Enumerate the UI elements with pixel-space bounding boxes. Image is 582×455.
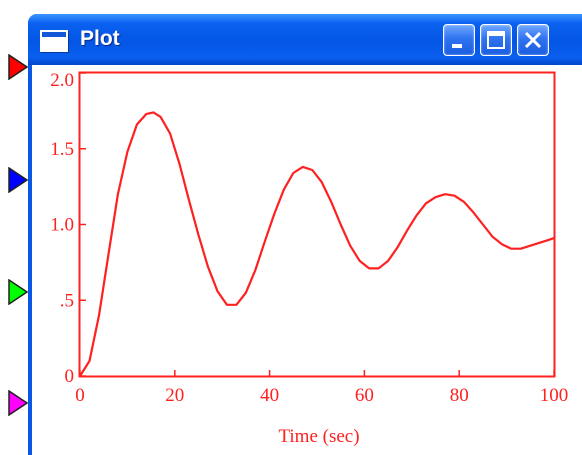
y-tick-label: .5: [60, 290, 74, 311]
y-tick-label: 1.0: [50, 215, 74, 236]
minimize-button[interactable]: [443, 24, 475, 56]
input-port-3-icon[interactable]: [8, 279, 28, 305]
close-button[interactable]: [517, 24, 549, 56]
x-tick-label: 100: [540, 385, 569, 406]
y-axis: 0 .5 1.0 1.5 2.0: [50, 70, 86, 387]
window-titlebar[interactable]: Plot: [28, 14, 582, 65]
maximize-icon: [487, 31, 505, 49]
x-tick-label: 0: [75, 385, 85, 406]
x-tick-label: 40: [260, 385, 279, 406]
y-tick-label: 1.5: [50, 139, 74, 160]
input-port-2-icon[interactable]: [8, 167, 28, 193]
close-icon: [524, 31, 542, 49]
plot-window: Plot 0.5 1.0 1.5 2.0 0 20 40 60 80 100 Time (s: [28, 14, 582, 455]
minimize-icon: [452, 44, 462, 48]
x-tick-label: 80: [450, 385, 469, 406]
input-port-1-icon[interactable]: [8, 54, 28, 80]
maximize-button[interactable]: [480, 24, 512, 56]
line-chart: 0 .5 1.0 1.5 2.0 0 20 40 60 80 100 Time (sec): [50, 70, 568, 447]
x-axis: 0 20 40 60 80 100: [75, 370, 568, 406]
x-axis-title: Time (sec): [278, 426, 359, 447]
x-tick-label: 60: [355, 385, 374, 406]
input-port-4-icon[interactable]: [8, 390, 28, 416]
window-icon[interactable]: [40, 30, 68, 52]
x-tick-label: 20: [165, 385, 184, 406]
window-title: Plot: [80, 27, 120, 50]
plot-frame: [78, 71, 556, 378]
y-tick-label: 0: [65, 366, 75, 387]
series-line: [79, 111, 555, 377]
y-tick-label: 2.0: [50, 70, 74, 91]
plot-area: 0 .5 1.0 1.5 2.0 0 20 40 60 80 100 Time (sec): [32, 65, 582, 455]
